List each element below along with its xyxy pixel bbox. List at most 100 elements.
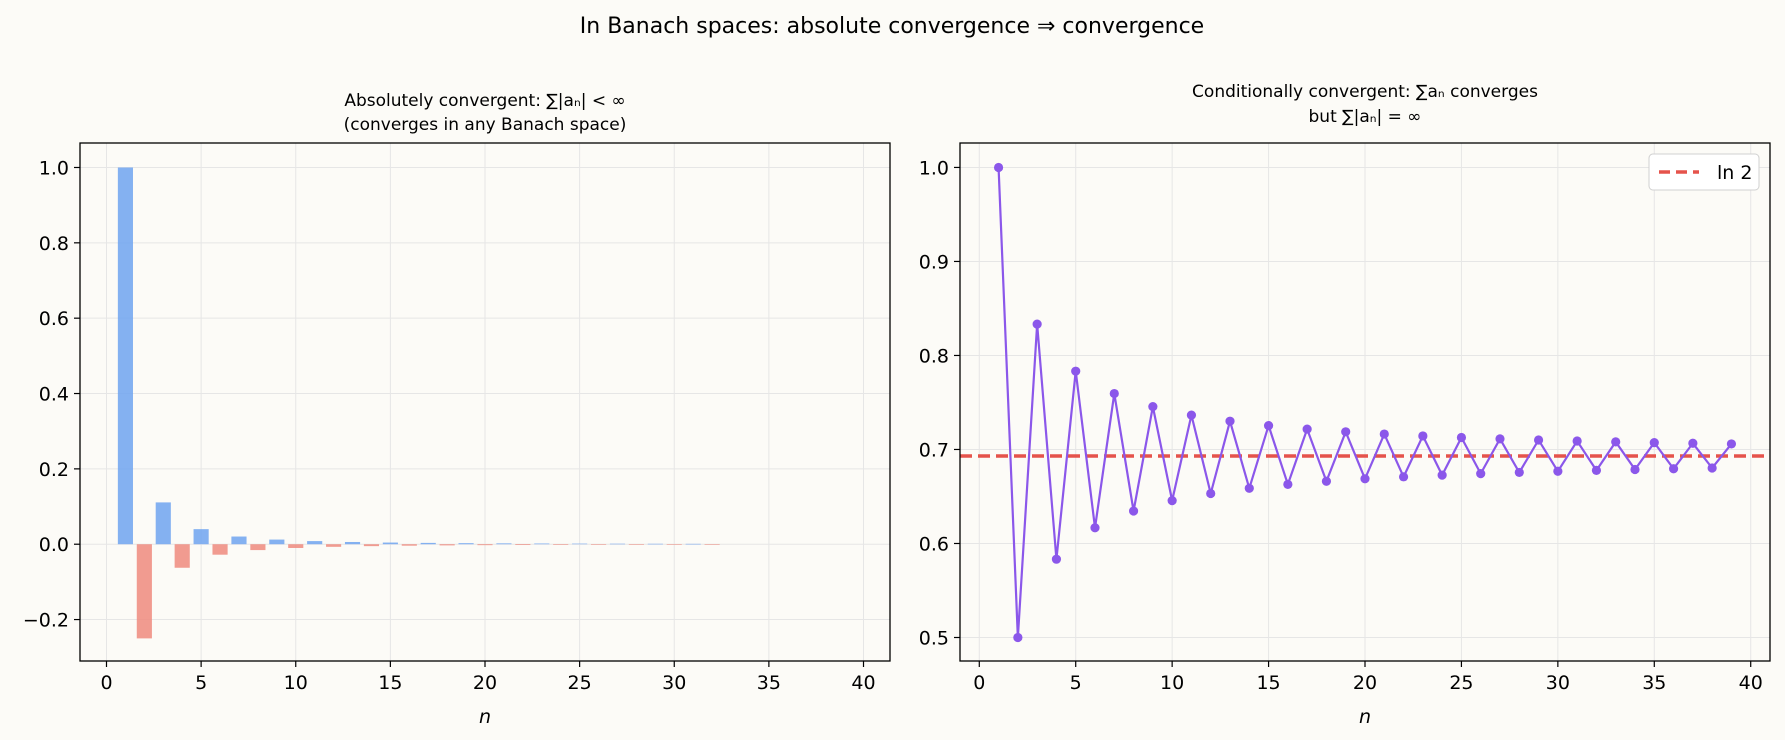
point-n10 (1167, 496, 1177, 506)
y-tick-label: 0.8 (39, 233, 69, 255)
bar-n32 (704, 544, 720, 545)
left-x-ticks: 0 5 10 15 20 25 30 35 40 (100, 661, 876, 694)
point-n9 (1148, 402, 1158, 412)
bar-n11 (307, 541, 323, 545)
point-n28 (1514, 467, 1524, 478)
x-tick-label: 35 (757, 672, 781, 694)
point-n19 (1341, 427, 1351, 437)
x-tick-label: 0 (973, 672, 985, 694)
point-n5 (1071, 366, 1081, 376)
bar-n7 (231, 536, 247, 545)
bar-n16 (401, 544, 417, 546)
x-tick-label: 10 (1160, 672, 1184, 694)
point-n24 (1437, 470, 1447, 480)
x-tick-label: 40 (851, 672, 875, 694)
right-series (993, 162, 1737, 643)
bar-n19 (458, 543, 474, 545)
point-n6 (1090, 523, 1100, 533)
y-tick-label: 0.5 (919, 627, 949, 649)
point-n30 (1553, 466, 1563, 476)
bar-n5 (193, 529, 209, 545)
bar-n29 (647, 543, 663, 545)
left-title-line2: (converges in any Banach space) (344, 115, 627, 135)
point-n22 (1398, 472, 1409, 482)
point-n37 (1688, 438, 1698, 448)
x-tick-label: 40 (1739, 672, 1763, 694)
point-n16 (1283, 479, 1293, 489)
bar-n22 (515, 544, 531, 546)
legend: ln 2 (1648, 153, 1760, 191)
point-n34 (1630, 464, 1640, 475)
point-n15 (1263, 420, 1274, 431)
bar-n18 (439, 544, 455, 546)
x-tick-label: 5 (195, 672, 207, 694)
point-n2 (1013, 632, 1023, 643)
point-n3 (1032, 319, 1042, 329)
bar-n23 (534, 543, 550, 545)
right-x-ticks: 0 5 10 15 20 25 30 35 40 (973, 661, 1763, 694)
bar-n14 (363, 544, 380, 547)
bar-n31 (685, 543, 701, 545)
point-n14 (1244, 483, 1254, 493)
point-n8 (1128, 506, 1139, 516)
bar-n2 (136, 544, 152, 639)
figure-title: In Banach spaces: absolute convergence ⇒… (580, 14, 1204, 39)
y-tick-label: 0.0 (39, 534, 69, 556)
point-n12 (1206, 488, 1216, 499)
x-tick-label: 25 (1449, 672, 1473, 694)
bar-n20 (477, 544, 493, 546)
y-tick-label: 0.6 (39, 308, 69, 330)
point-n36 (1668, 464, 1679, 474)
point-n18 (1321, 476, 1332, 486)
x-tick-label: 30 (1546, 672, 1570, 694)
y-tick-label: −0.2 (23, 610, 69, 632)
left-panel: Absolutely convergent: ∑|aₙ| < ∞ (conver… (23, 91, 891, 728)
bar-n6 (212, 544, 228, 555)
y-tick-label: 0.7 (919, 439, 949, 461)
bar-n12 (326, 544, 342, 547)
point-n29 (1533, 435, 1544, 445)
left-bars (117, 167, 720, 639)
point-n26 (1476, 469, 1486, 479)
bar-n24 (553, 544, 569, 545)
x-tick-label: 5 (1070, 672, 1082, 694)
bar-n9 (269, 539, 285, 545)
point-n4 (1051, 554, 1062, 564)
right-y-ticks: 0.5 0.6 0.7 0.8 0.9 1.0 (919, 157, 960, 649)
x-tick-label: 15 (1256, 672, 1280, 694)
x-tick-label: 25 (568, 672, 592, 694)
x-tick-label: 35 (1642, 672, 1666, 694)
bar-n13 (344, 541, 361, 545)
right-title-line1: Conditionally convergent: ∑aₙ converges (1192, 82, 1538, 102)
x-tick-label: 15 (378, 672, 402, 694)
left-grid (80, 143, 890, 661)
y-tick-label: 0.4 (39, 384, 69, 406)
point-n13 (1225, 416, 1235, 426)
point-n11 (1186, 410, 1197, 420)
point-n32 (1591, 465, 1602, 475)
point-n25 (1456, 432, 1467, 443)
point-n35 (1649, 438, 1659, 448)
x-tick-label: 10 (284, 672, 308, 694)
bar-n8 (250, 544, 266, 551)
bar-n1 (117, 167, 133, 545)
y-tick-label: 1.0 (39, 157, 69, 179)
bar-n26 (590, 544, 607, 545)
bar-n4 (174, 544, 190, 568)
x-tick-label: 20 (473, 672, 497, 694)
bar-n15 (382, 542, 398, 545)
point-n1 (993, 162, 1004, 173)
y-tick-label: 0.2 (39, 459, 69, 481)
x-tick-label: 30 (662, 672, 686, 694)
point-n27 (1495, 434, 1505, 444)
bar-n10 (288, 544, 304, 548)
point-n20 (1360, 474, 1370, 484)
bar-n30 (666, 544, 682, 545)
point-n38 (1707, 463, 1717, 473)
right-title-line2: but ∑|aₙ| = ∞ (1309, 107, 1422, 127)
left-title-line1: Absolutely convergent: ∑|aₙ| < ∞ (344, 91, 625, 111)
point-n17 (1302, 424, 1312, 434)
bar-n28 (628, 544, 644, 545)
right-grid (960, 143, 1770, 661)
